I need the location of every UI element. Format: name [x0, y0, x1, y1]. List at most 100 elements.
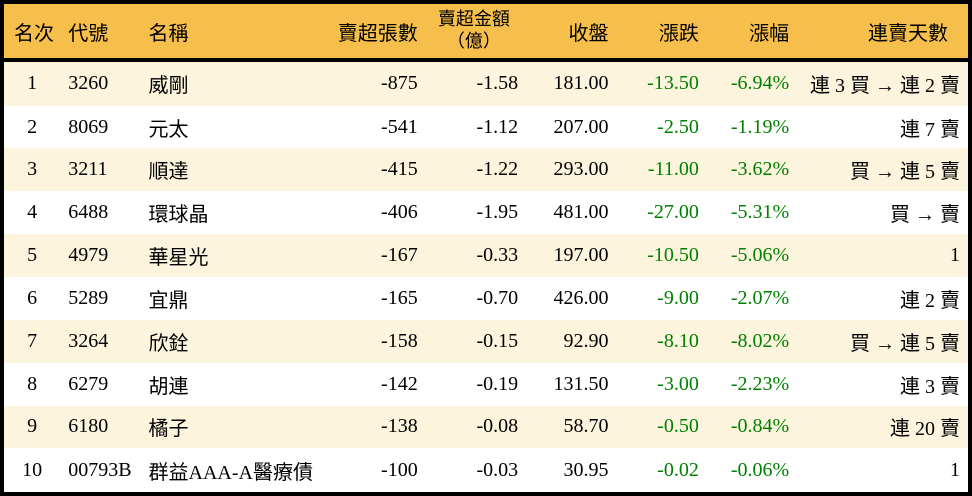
- col-header-close: 收盤: [524, 2, 615, 62]
- rank-cell: 1: [27, 72, 38, 95]
- change-cell: -10.50: [647, 244, 699, 267]
- col-header-sell-amount-line2: （億）: [446, 31, 501, 51]
- change-pct-cell: -8.02%: [730, 329, 790, 352]
- table-header: 名次 代號 名稱 賣超張數 賣超金額 （億） 收盤 漲跌 漲幅 連賣天數: [2, 2, 970, 62]
- sell-amount-cell: -1.22: [476, 158, 519, 181]
- code-cell: 00793B: [68, 458, 132, 481]
- rank-cell: 10: [22, 458, 43, 481]
- code-cell: 5289: [68, 286, 109, 309]
- col-header-change-pct: 漲幅: [704, 2, 796, 62]
- streak-cell: 買 → 連 5 賣: [850, 332, 960, 355]
- col-header-streak: 連賣天數: [795, 2, 970, 62]
- col-header-rank: 名次: [2, 2, 61, 62]
- close-cell: 293.00: [553, 158, 609, 181]
- sell-volume-cell: -158: [381, 329, 418, 352]
- name-cell: 群益AAA-A醫療債: [148, 461, 313, 484]
- change-cell: -27.00: [647, 201, 699, 224]
- close-cell: 30.95: [563, 458, 609, 481]
- close-cell: 481.00: [553, 201, 609, 224]
- table-row: 10 00793B 群益AAA-A醫療債 -100 -0.03 30.95 -0…: [2, 448, 970, 494]
- table-row: 9 6180 橘子 -138 -0.08 58.70 -0.50 -0.84% …: [2, 405, 970, 449]
- close-cell: 207.00: [553, 115, 609, 138]
- name-cell: 胡連: [148, 375, 189, 398]
- name-cell: 順達: [148, 161, 189, 184]
- rank-cell: 4: [27, 201, 38, 224]
- change-cell: -11.00: [647, 158, 699, 181]
- change-cell: -8.10: [657, 329, 699, 352]
- sell-volume-cell: -167: [381, 244, 418, 267]
- streak-cell: 連 20 賣: [890, 418, 960, 441]
- table-body: 1 3260 威剛 -875 -1.58 181.00 -13.50 -6.94…: [2, 60, 970, 494]
- sell-volume-cell: -875: [381, 72, 418, 95]
- code-cell: 6180: [68, 415, 109, 438]
- sell-amount-cell: -0.03: [476, 458, 519, 481]
- change-pct-cell: -2.07%: [730, 286, 790, 309]
- change-cell: -0.50: [657, 415, 699, 438]
- change-cell: -13.50: [647, 72, 699, 95]
- sell-amount-cell: -0.19: [476, 372, 519, 395]
- col-header-code: 代號: [60, 2, 139, 62]
- sell-volume-cell: -541: [381, 115, 418, 138]
- col-header-sell-amount: 賣超金額 （億）: [423, 2, 525, 62]
- sell-volume-cell: -142: [381, 372, 418, 395]
- name-cell: 橘子: [148, 418, 189, 441]
- col-header-sell-volume: 賣超張數: [329, 2, 424, 62]
- table-row: 7 3264 欣銓 -158 -0.15 92.90 -8.10 -8.02% …: [2, 319, 970, 363]
- sell-amount-cell: -1.12: [476, 115, 519, 138]
- code-cell: 3260: [68, 72, 109, 95]
- sell-amount-cell: -0.08: [476, 415, 519, 438]
- change-pct-cell: -2.23%: [730, 372, 790, 395]
- streak-cell: 連 7 賣: [900, 118, 960, 141]
- change-pct-cell: -1.19%: [730, 115, 790, 138]
- close-cell: 58.70: [563, 415, 609, 438]
- table-row: 6 5289 宜鼎 -165 -0.70 426.00 -9.00 -2.07%…: [2, 276, 970, 320]
- name-cell: 宜鼎: [148, 289, 189, 312]
- sell-amount-cell: -0.15: [476, 329, 519, 352]
- code-cell: 4979: [68, 244, 109, 267]
- code-cell: 3211: [68, 158, 108, 181]
- close-cell: 131.50: [553, 372, 609, 395]
- code-cell: 6488: [68, 201, 109, 224]
- change-cell: -0.02: [657, 458, 699, 481]
- name-cell: 威剛: [148, 75, 189, 98]
- change-cell: -2.50: [657, 115, 699, 138]
- sell-amount-cell: -1.58: [476, 72, 519, 95]
- sell-volume-cell: -138: [381, 415, 418, 438]
- sell-amount-cell: -0.33: [476, 244, 519, 267]
- table-row: 2 8069 元太 -541 -1.12 207.00 -2.50 -1.19%…: [2, 105, 970, 149]
- col-header-change: 漲跌: [614, 2, 705, 62]
- table-row: 5 4979 華星光 -167 -0.33 197.00 -10.50 -5.0…: [2, 234, 970, 277]
- streak-cell: 買 → 連 5 賣: [850, 161, 960, 184]
- sell-volume-cell: -415: [381, 158, 418, 181]
- name-cell: 元太: [148, 118, 189, 141]
- change-pct-cell: -0.06%: [730, 458, 790, 481]
- change-pct-cell: -5.31%: [730, 201, 790, 224]
- sell-volume-cell: -406: [381, 201, 418, 224]
- name-cell: 華星光: [148, 247, 209, 270]
- streak-cell: 連 3 賣: [900, 375, 960, 398]
- rank-cell: 7: [27, 329, 38, 352]
- rank-cell: 8: [27, 372, 38, 395]
- name-cell: 欣銓: [148, 332, 189, 355]
- table-row: 4 6488 環球晶 -406 -1.95 481.00 -27.00 -5.3…: [2, 191, 970, 235]
- name-cell: 環球晶: [148, 204, 209, 227]
- change-pct-cell: -6.94%: [730, 72, 790, 95]
- streak-cell: 1: [950, 244, 960, 267]
- sell-volume-cell: -100: [381, 458, 418, 481]
- code-cell: 3264: [68, 329, 109, 352]
- col-header-sell-amount-line1: 賣超金額: [437, 9, 510, 30]
- header-row: 名次 代號 名稱 賣超張數 賣超金額 （億） 收盤 漲跌 漲幅 連賣天數: [2, 2, 970, 62]
- table-row: 8 6279 胡連 -142 -0.19 131.50 -3.00 -2.23%…: [2, 362, 970, 406]
- rank-cell: 5: [27, 244, 38, 267]
- rank-cell: 2: [27, 115, 38, 138]
- table-row: 1 3260 威剛 -875 -1.58 181.00 -13.50 -6.94…: [2, 60, 970, 106]
- change-cell: -3.00: [657, 372, 699, 395]
- change-pct-cell: -3.62%: [730, 158, 790, 181]
- streak-cell: 連 2 賣: [900, 289, 960, 312]
- close-cell: 181.00: [553, 72, 609, 95]
- code-cell: 6279: [68, 372, 109, 395]
- table-row: 3 3211 順達 -415 -1.22 293.00 -11.00 -3.62…: [2, 148, 970, 192]
- col-header-name: 名稱: [138, 2, 330, 62]
- rank-cell: 9: [27, 415, 38, 438]
